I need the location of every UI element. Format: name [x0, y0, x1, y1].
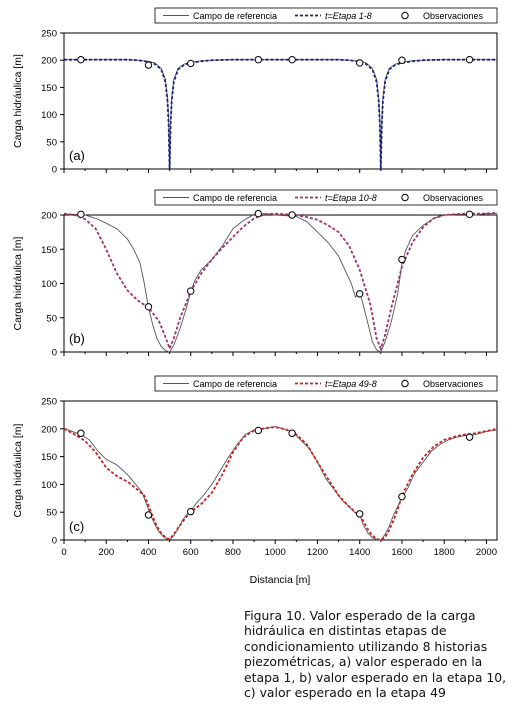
x-tick-label: 1800 — [434, 547, 455, 558]
y-axis-label: Carga hidráulica [m] — [12, 54, 24, 148]
y-tick-label: 0 — [52, 165, 57, 176]
observation-point — [465, 210, 474, 219]
observation-point — [144, 303, 153, 311]
observation-point — [465, 55, 474, 64]
x-tick-label: 1000 — [265, 547, 286, 558]
estimate-series-line — [63, 212, 498, 352]
legend-observation-label: Observaciones — [423, 193, 484, 203]
y-tick-label: 100 — [41, 110, 57, 121]
chart-panel-3: 0 50 100 150 200 250 0 200 400 600 800 1000 1200 1400… — [12, 375, 498, 558]
legend: Campo de referencia t=Etapa 1-8 Observacio… — [154, 7, 498, 24]
legend: Campo de referencia t=Etapa 10-8 Observaci… — [154, 189, 498, 206]
legend-estimate-label: t=Etapa 49-8 — [325, 379, 377, 389]
y-tick-label: 100 — [41, 279, 57, 290]
observation-point — [254, 55, 263, 64]
observation-point — [356, 290, 364, 298]
y-tick-label: 0 — [52, 348, 57, 359]
legend-box — [154, 375, 498, 392]
observation-point — [288, 55, 296, 64]
legend-observation-label: Observaciones — [423, 11, 484, 21]
legend-observation-swatch — [401, 11, 409, 20]
x-tick-label: 1400 — [349, 547, 370, 558]
y-tick-label: 50 — [46, 313, 57, 324]
y-tick-label: 200 — [41, 211, 57, 222]
panel-label: (b) — [69, 331, 85, 346]
x-tick-label: 200 — [98, 547, 114, 558]
legend-box — [154, 7, 498, 24]
y-tick-label: 250 — [41, 397, 57, 408]
reference-series-line — [64, 213, 497, 353]
y-tick-label: 150 — [41, 452, 57, 463]
plot-frame — [63, 400, 498, 541]
panel-label: (c) — [69, 519, 84, 534]
observation-point — [356, 510, 364, 518]
observation-point — [144, 61, 153, 69]
observation-point — [465, 433, 474, 441]
legend-estimate-label: t=Etapa 1-8 — [325, 11, 372, 21]
observation-point — [77, 55, 85, 64]
plot-frame — [63, 214, 498, 353]
x-axis-label: Distancia [m] — [250, 574, 311, 586]
legend-estimate-label: t=Etapa 10-8 — [325, 193, 377, 203]
x-tick-label: 400 — [141, 547, 157, 558]
figure-caption: Figura 10. Valor esperado de la carga hi… — [244, 608, 507, 701]
observation-point — [144, 511, 153, 519]
legend-reference-label: Campo de referencia — [193, 193, 277, 203]
observation-point — [77, 210, 85, 219]
y-tick-label: 250 — [41, 29, 57, 40]
x-tick-label: 800 — [225, 547, 241, 558]
chart-panel-1: 0 50 100 150 200 250 Carga hidráulica [m] (a) Ca… — [12, 7, 498, 176]
y-tick-label: 200 — [41, 424, 57, 435]
plot-frame — [63, 32, 498, 170]
x-tick-label: 1600 — [391, 547, 412, 558]
figure: 0 50 100 150 200 250 Carga hidráulica [m] (a) Ca… — [12, 7, 498, 586]
legend-observation-label: Observaciones — [423, 379, 484, 389]
observation-point — [398, 56, 406, 64]
x-tick-label: 2000 — [476, 547, 497, 558]
y-tick-label: 150 — [41, 245, 57, 256]
legend-reference-label: Campo de referencia — [193, 379, 277, 389]
observation-point — [288, 211, 296, 219]
chart-panel-2: 0 50 100 150 200 Carga hidráulica [m] (b) Campo… — [12, 189, 498, 359]
x-tick-label: 0 — [61, 547, 66, 558]
y-tick-label: 100 — [41, 480, 57, 491]
legend-observation-swatch — [401, 379, 409, 388]
legend-reference-label: Campo de referencia — [193, 11, 277, 21]
observation-point — [398, 492, 406, 501]
y-axis-label: Carga hidráulica [m] — [12, 236, 24, 330]
observation-point — [187, 507, 195, 516]
legend: Campo de referencia t=Etapa 49-8 Observaci… — [154, 375, 498, 392]
y-tick-label: 0 — [52, 536, 57, 547]
legend-box — [154, 189, 498, 206]
y-axis-label: Carga hidráulica [m] — [12, 423, 24, 517]
observation-point — [254, 209, 263, 218]
estimate-series-line — [64, 58, 497, 170]
x-tick-label: 1200 — [307, 547, 328, 558]
panel-label: (a) — [69, 148, 85, 163]
observation-point — [77, 429, 85, 437]
y-tick-label: 50 — [46, 508, 57, 519]
observation-point — [288, 429, 296, 437]
observation-point — [254, 426, 263, 435]
observation-point — [398, 255, 406, 264]
observation-point — [356, 59, 364, 67]
observation-point — [187, 287, 195, 295]
y-tick-label: 200 — [41, 56, 57, 67]
x-tick-label: 600 — [183, 547, 199, 558]
y-tick-label: 50 — [46, 137, 57, 148]
observation-point — [187, 59, 195, 68]
legend-observation-swatch — [401, 193, 409, 202]
y-tick-label: 150 — [41, 83, 57, 94]
